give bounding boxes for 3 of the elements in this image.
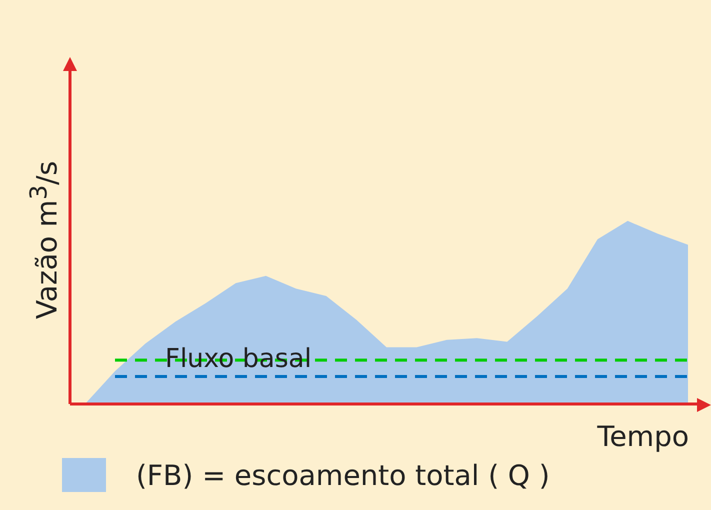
legend-label: (FB) = escoamento total ( Q ) bbox=[136, 458, 550, 492]
x-axis-title: Tempo bbox=[597, 420, 689, 453]
ref-line-label: Fluxo basal bbox=[165, 344, 312, 374]
